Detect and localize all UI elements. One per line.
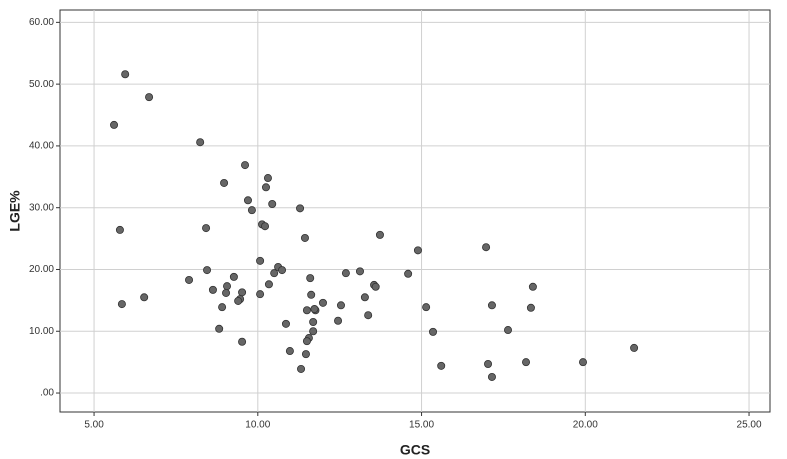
point bbox=[285, 347, 294, 356]
point bbox=[256, 256, 265, 265]
point bbox=[307, 290, 316, 299]
point bbox=[256, 290, 265, 299]
point bbox=[241, 161, 250, 170]
point bbox=[218, 303, 227, 312]
point bbox=[504, 326, 513, 335]
point bbox=[222, 288, 231, 297]
point bbox=[121, 70, 130, 79]
point bbox=[300, 233, 309, 242]
point bbox=[278, 266, 287, 275]
x-tick-label: 10.00 bbox=[245, 420, 270, 431]
point bbox=[243, 196, 252, 205]
point bbox=[318, 298, 327, 307]
point bbox=[264, 280, 273, 289]
point bbox=[247, 206, 256, 215]
point bbox=[281, 319, 290, 328]
point bbox=[261, 183, 270, 192]
point bbox=[297, 364, 306, 373]
y-tick-label: 60.00 bbox=[29, 17, 54, 28]
point bbox=[526, 303, 535, 312]
point bbox=[355, 267, 364, 276]
y-tick-label: 50.00 bbox=[29, 79, 54, 90]
point bbox=[110, 120, 119, 129]
point bbox=[302, 306, 311, 315]
point bbox=[203, 266, 212, 275]
point bbox=[202, 224, 211, 233]
point bbox=[437, 361, 446, 370]
point bbox=[115, 225, 124, 234]
point bbox=[360, 293, 369, 302]
point bbox=[630, 343, 639, 352]
point bbox=[336, 301, 345, 310]
point bbox=[220, 178, 229, 187]
point bbox=[234, 296, 243, 305]
point bbox=[309, 327, 318, 336]
point bbox=[528, 282, 537, 291]
point bbox=[487, 301, 496, 310]
point bbox=[341, 269, 350, 278]
point bbox=[263, 174, 272, 183]
y-tick-label: .00 bbox=[40, 388, 54, 399]
point bbox=[140, 293, 149, 302]
point bbox=[238, 288, 247, 297]
point bbox=[306, 274, 315, 283]
point bbox=[522, 358, 531, 367]
x-tick-label: 5.00 bbox=[84, 420, 104, 431]
point bbox=[309, 317, 318, 326]
y-axis-title: LGE% bbox=[7, 190, 23, 232]
point bbox=[310, 305, 319, 314]
point bbox=[223, 282, 232, 291]
point bbox=[484, 359, 493, 368]
point bbox=[229, 272, 238, 281]
point bbox=[487, 372, 496, 381]
point bbox=[268, 199, 277, 208]
point bbox=[117, 300, 126, 309]
x-axis-title: GCS bbox=[400, 442, 430, 458]
x-tick-label: 20.00 bbox=[573, 420, 598, 431]
point bbox=[296, 204, 305, 213]
point bbox=[301, 350, 310, 359]
point bbox=[238, 337, 247, 346]
point bbox=[579, 358, 588, 367]
point bbox=[364, 311, 373, 320]
point bbox=[196, 138, 205, 147]
x-tick-label: 15.00 bbox=[409, 420, 434, 431]
y-tick-label: 40.00 bbox=[29, 141, 54, 152]
point bbox=[429, 327, 438, 336]
x-tick-label: 25.00 bbox=[737, 420, 762, 431]
y-tick-label: 30.00 bbox=[29, 202, 54, 213]
point bbox=[482, 243, 491, 252]
plot-area bbox=[59, 9, 771, 413]
y-tick-label: 10.00 bbox=[29, 326, 54, 337]
point bbox=[145, 93, 154, 102]
point bbox=[215, 324, 224, 333]
point bbox=[422, 303, 431, 312]
point bbox=[334, 316, 343, 325]
point bbox=[261, 222, 270, 231]
point bbox=[208, 285, 217, 294]
y-tick-label: 20.00 bbox=[29, 264, 54, 275]
point bbox=[413, 246, 422, 255]
point bbox=[302, 337, 311, 346]
point bbox=[371, 282, 380, 291]
point bbox=[270, 269, 279, 278]
point bbox=[185, 275, 194, 284]
point bbox=[375, 230, 384, 239]
point bbox=[404, 269, 413, 278]
